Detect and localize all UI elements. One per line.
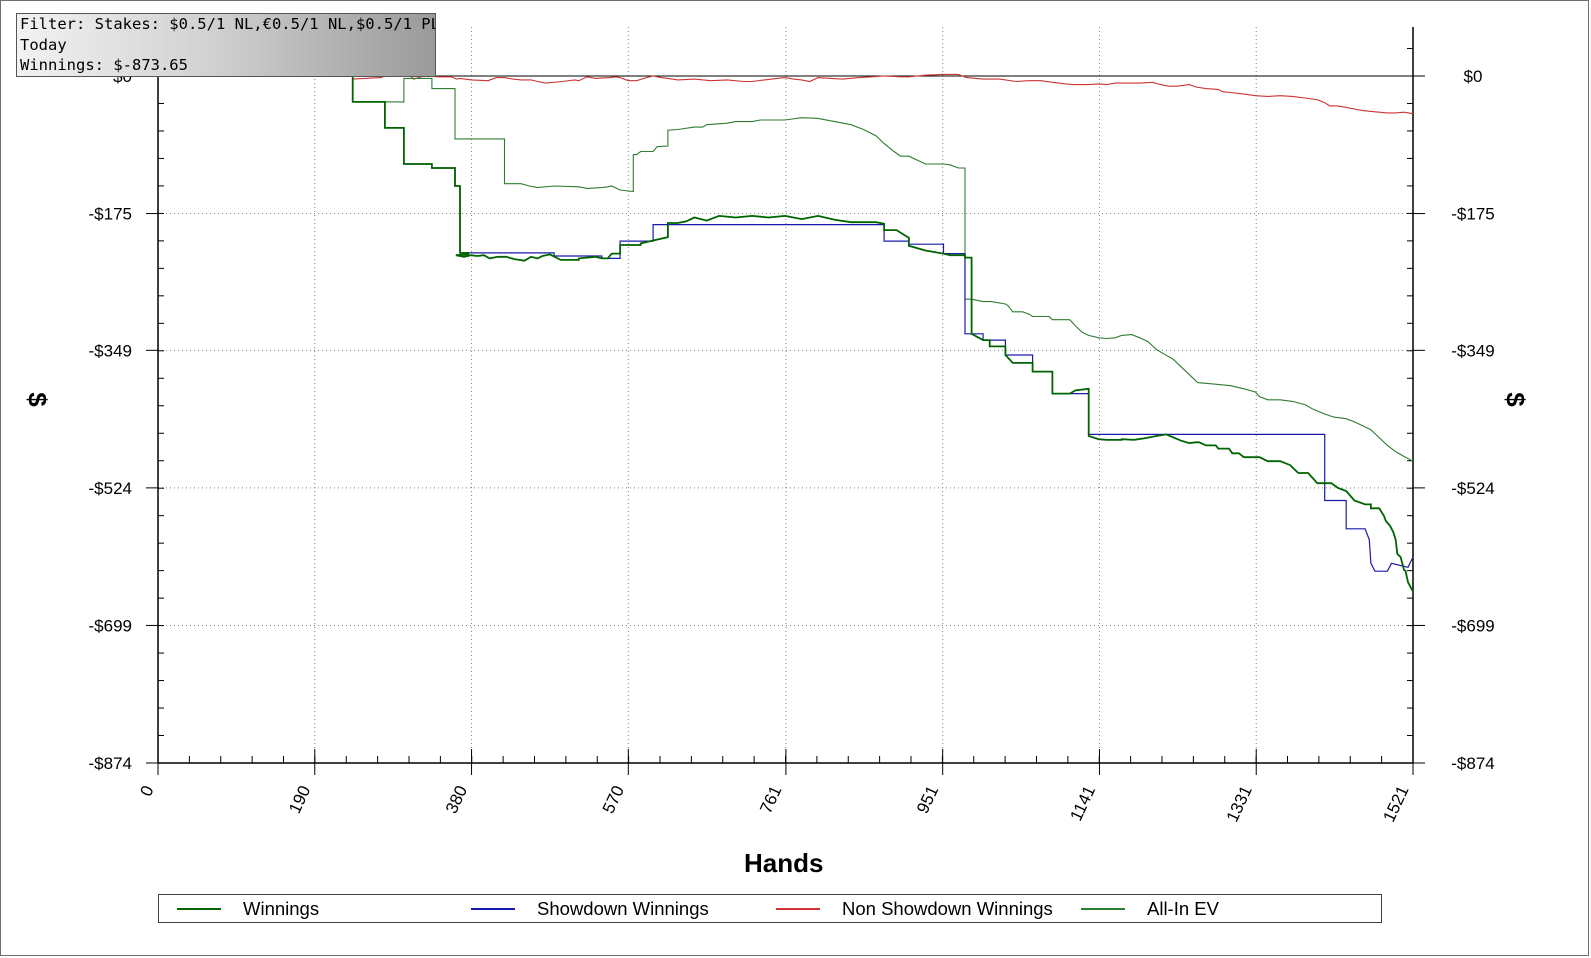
x-tick-label: 570 [599, 783, 628, 817]
legend-swatch-showdown [471, 907, 515, 910]
legend-item-allin-ev[interactable]: All-In EV [1081, 895, 1219, 922]
winnings-total-text: Winnings: $-873.65 [20, 56, 188, 74]
legend-item-showdown[interactable]: Showdown Winnings [471, 895, 709, 922]
series-non-showdown-winnings-line [352, 70, 1414, 115]
x-tick-label: 190 [285, 783, 314, 817]
x-tick-label: 1141 [1066, 783, 1099, 824]
legend-label-non-showdown: Non Showdown Winnings [842, 897, 1053, 919]
x-tick-label: 761 [756, 783, 785, 817]
y-tick-label-left: -$699 [89, 616, 132, 635]
legend-swatch-winnings [177, 907, 221, 910]
y-tick-label-right: -$175 [1451, 205, 1494, 224]
y-tick-label-left: -$874 [89, 754, 132, 773]
y-axis-title-right: $ [1500, 392, 1531, 407]
legend-label-winnings: Winnings [243, 897, 320, 919]
filter-info-box: Filter: Stakes: $0.5/1 NL,€0.5/1 NL,$0.5… [16, 13, 436, 77]
period-text: Today [20, 35, 67, 54]
y-tick-label-right: -$699 [1451, 616, 1494, 635]
y-tick-label-right: -$524 [1451, 479, 1494, 498]
x-tick-label: 0 [136, 783, 157, 800]
series-winnings-line [351, 76, 1414, 593]
legend-swatch-non-showdown [776, 907, 820, 910]
legend-item-winnings[interactable]: Winnings [177, 895, 319, 922]
y-tick-label-right: -$349 [1451, 341, 1494, 360]
chart-legend: Winnings Showdown Winnings Non Showdown … [158, 894, 1382, 923]
y-axis-title-left: $ [22, 392, 53, 407]
y-tick-label-right: -$874 [1451, 754, 1494, 773]
y-tick-label-left: -$175 [89, 205, 132, 224]
x-tick-label: 951 [913, 783, 942, 817]
x-tick-label: 1331 [1223, 783, 1256, 825]
y-tick-label-right: $0 [1464, 67, 1483, 86]
y-tick-label-left: -$524 [89, 479, 132, 498]
legend-swatch-allin-ev [1081, 907, 1125, 910]
legend-label-allin-ev: All-In EV [1147, 897, 1219, 919]
filter-text: Filter: Stakes: $0.5/1 NL,€0.5/1 NL,$0.5… [20, 15, 436, 33]
y-tick-label-left: -$349 [89, 341, 132, 360]
legend-item-non-showdown[interactable]: Non Showdown Winnings [776, 895, 1053, 922]
legend-label-showdown: Showdown Winnings [537, 897, 709, 919]
x-tick-label: 1521 [1379, 783, 1412, 825]
series-all-in-ev-line [352, 76, 1414, 462]
series-showdown-winnings-line [352, 76, 1414, 572]
x-tick-label: 380 [442, 783, 471, 817]
x-axis-title: Hands [744, 848, 824, 878]
